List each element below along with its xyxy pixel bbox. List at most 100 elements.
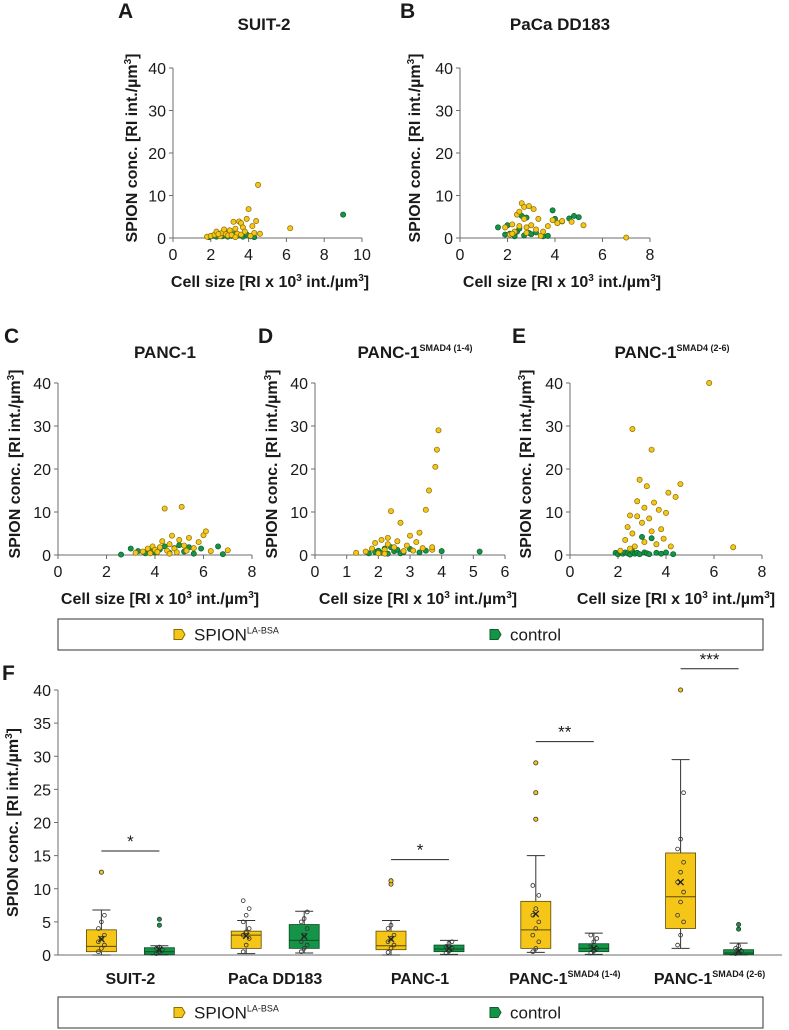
outlier-point — [156, 916, 162, 922]
panel-d-ytick-label: 40 — [290, 376, 308, 393]
outlier-point — [678, 687, 684, 693]
panel-a-ylabel-sup: 3 — [123, 58, 134, 64]
legend-bottom-spion-label: SPIONLA-BSA — [194, 1004, 279, 1023]
data-point — [530, 949, 536, 954]
data-point — [449, 939, 455, 945]
data-point — [675, 846, 680, 852]
spion-point — [502, 224, 509, 231]
spion-point — [381, 550, 388, 557]
data-point — [99, 946, 104, 951]
legend-bottom: SPIONLA-BSA control — [57, 996, 764, 1029]
panel-e-ytick-label: 20 — [545, 462, 563, 479]
spion-point — [521, 204, 528, 210]
panel-d-xtick-label: 6 — [501, 564, 510, 581]
panel-c: C PANC-1 0 10 20 30 40 0 2 4 6 8 — [4, 325, 257, 581]
panel-d-letter: D — [258, 325, 273, 348]
spion-point — [391, 544, 398, 551]
panel-c-ytick-label: 20 — [33, 462, 51, 479]
panel-f-ytick-label: 40 — [33, 683, 51, 700]
panel-c-ytick-label: 10 — [33, 505, 51, 522]
panel-e-ytick-label: 40 — [545, 376, 563, 393]
panel-d-title-sup: SMAD4 (1-4) — [420, 343, 473, 353]
spion-point — [230, 218, 237, 225]
data-point — [99, 936, 104, 941]
panel-f-category-sup: SMAD4 (1-4) — [567, 969, 620, 979]
data-point — [96, 939, 101, 945]
panel-b-ytick-label: 10 — [435, 189, 453, 206]
panel-d-title: PANC-1SMAD4 (1-4) — [357, 343, 472, 362]
panel-f-ytick-label: 35 — [33, 716, 51, 733]
spion-point — [634, 513, 641, 520]
panel-b-xlabel: Cell size [RI x 103 int./µm3] — [463, 273, 661, 291]
panel-f-ytick-label: 0 — [42, 948, 51, 965]
spion-point — [629, 426, 636, 432]
panel-b-title: PaCa DD183 — [510, 15, 610, 34]
spion-point — [631, 543, 638, 550]
spion-point — [641, 539, 648, 546]
mean-marker — [242, 932, 250, 940]
data-point — [678, 932, 683, 938]
data-point — [298, 939, 304, 945]
mean-marker — [445, 944, 453, 952]
significance-label: * — [417, 841, 424, 860]
spion-point — [232, 225, 239, 232]
panel-f-ytick-label: 30 — [33, 749, 51, 766]
control-box — [143, 947, 175, 955]
panel-e-xlabel-text: Cell size [RI x 10 — [577, 591, 702, 608]
spion-point — [195, 539, 202, 546]
control-point — [636, 551, 643, 558]
panel-d-xlabel: Cell size [RI x 103 int./µm3] — [319, 590, 517, 608]
control-point — [476, 548, 483, 555]
panel-a-ylabel-text: SPION conc. [RI int./µm — [124, 64, 141, 242]
control-point — [127, 545, 134, 552]
panel-a-xtick-label: 0 — [169, 247, 178, 264]
spion-point — [169, 532, 175, 539]
panel-f-category-label: SUIT-2 — [106, 971, 156, 988]
control-point — [663, 549, 669, 556]
panel-f-category-main: PaCa DD183 — [228, 971, 322, 988]
panel-c-xtick-label: 2 — [102, 564, 111, 581]
panel-c-ytick-label: 30 — [33, 419, 51, 436]
data-point — [588, 943, 594, 949]
panel-f-category-main: PANC-1 — [654, 971, 712, 988]
data-point — [385, 950, 391, 955]
data-point — [536, 893, 542, 898]
spion-point — [394, 538, 401, 545]
panel-c-xtick-label: 0 — [54, 564, 63, 581]
spion-point — [249, 223, 256, 230]
control-point — [416, 549, 423, 556]
panel-d-ytick-label: 10 — [290, 505, 308, 522]
data-point — [391, 932, 397, 938]
spion-point — [643, 483, 650, 490]
panel-f-category-label: PANC-1 — [391, 971, 449, 988]
data-point — [594, 946, 600, 951]
panel-b: B PaCa DD183 0 10 20 30 40 0 2 4 6 8 — [400, 0, 655, 264]
data-point — [298, 949, 304, 954]
panel-f-ylabel-close: ] — [5, 728, 22, 733]
panel-f-ytick-label: 25 — [33, 782, 51, 799]
spion-point — [426, 487, 432, 494]
spion-point — [634, 498, 641, 505]
panel-c-ylabel-close: ] — [7, 369, 24, 374]
spion-point — [403, 542, 410, 549]
panel-a-letter: A — [118, 0, 133, 23]
panel-e-xlabel-sup2: 3 — [764, 590, 770, 601]
legend-top-spion-sup: LA-BSA — [247, 626, 279, 636]
control-point — [118, 551, 125, 558]
panel-c-ylabel: SPION conc. [RI int./µm3] — [6, 369, 24, 558]
spion-point — [397, 519, 404, 526]
mean-marker — [155, 946, 163, 954]
control-marker-icon — [489, 629, 502, 640]
legend-bottom-spion-main: SPION — [194, 1004, 247, 1023]
outlier-point — [533, 790, 539, 796]
panel-b-title-main: PaCa DD183 — [510, 15, 610, 34]
data-point — [678, 899, 683, 905]
data-point — [594, 936, 600, 941]
panel-f-ylabel-text: SPION conc. [RI int./µm — [5, 739, 22, 917]
legend-bottom-frame — [57, 996, 764, 1029]
panel-d-ytick-label: 0 — [299, 548, 308, 565]
panel-b-xlabel-sup2: 3 — [650, 273, 656, 284]
spion-point — [372, 540, 379, 546]
data-point — [246, 906, 252, 911]
data-point — [736, 943, 741, 949]
